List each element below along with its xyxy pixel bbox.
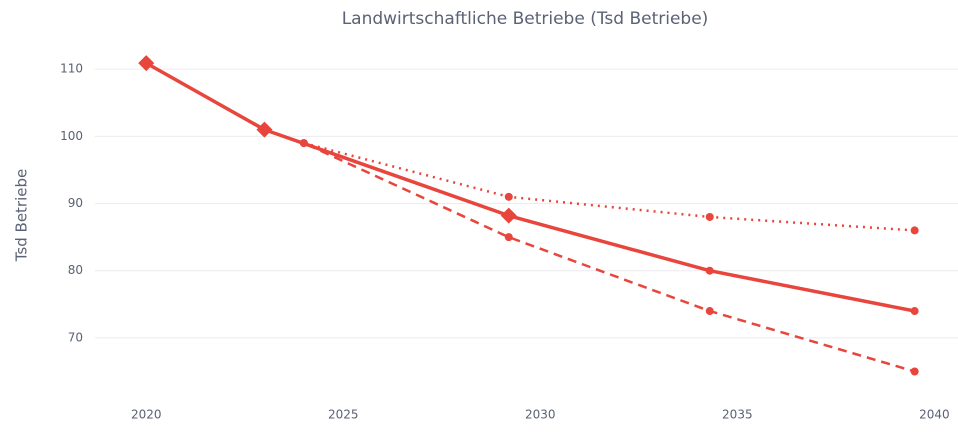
point-marker xyxy=(705,266,714,275)
y-tick-label: 90 xyxy=(68,196,83,210)
y-tick-label: 100 xyxy=(60,129,83,143)
x-tick-label: 2020 xyxy=(131,408,162,422)
chart-title: Landwirtschaftliche Betriebe (Tsd Betrie… xyxy=(342,9,709,29)
point-marker xyxy=(910,367,919,376)
point-marker xyxy=(705,307,714,316)
point-marker xyxy=(500,207,517,224)
y-tick-label: 110 xyxy=(60,62,83,76)
y-tick-label: 80 xyxy=(68,263,83,277)
point-marker xyxy=(504,192,513,201)
x-tick-label: 2040 xyxy=(919,408,950,422)
x-tick-label: 2030 xyxy=(525,408,556,422)
series-line xyxy=(264,128,916,373)
x-tick-label: 2035 xyxy=(722,408,753,422)
series-line xyxy=(264,128,915,232)
point-marker xyxy=(504,233,513,242)
point-marker xyxy=(138,55,155,72)
point-marker xyxy=(705,212,714,221)
point-marker xyxy=(910,226,919,235)
y-axis-label: Tsd Betriebe xyxy=(13,169,31,263)
point-marker xyxy=(910,307,919,316)
point-marker xyxy=(299,139,308,148)
series-line xyxy=(145,61,915,313)
point-marker xyxy=(260,125,269,134)
y-tick-label: 70 xyxy=(68,330,83,344)
x-tick-label: 2025 xyxy=(328,408,359,422)
